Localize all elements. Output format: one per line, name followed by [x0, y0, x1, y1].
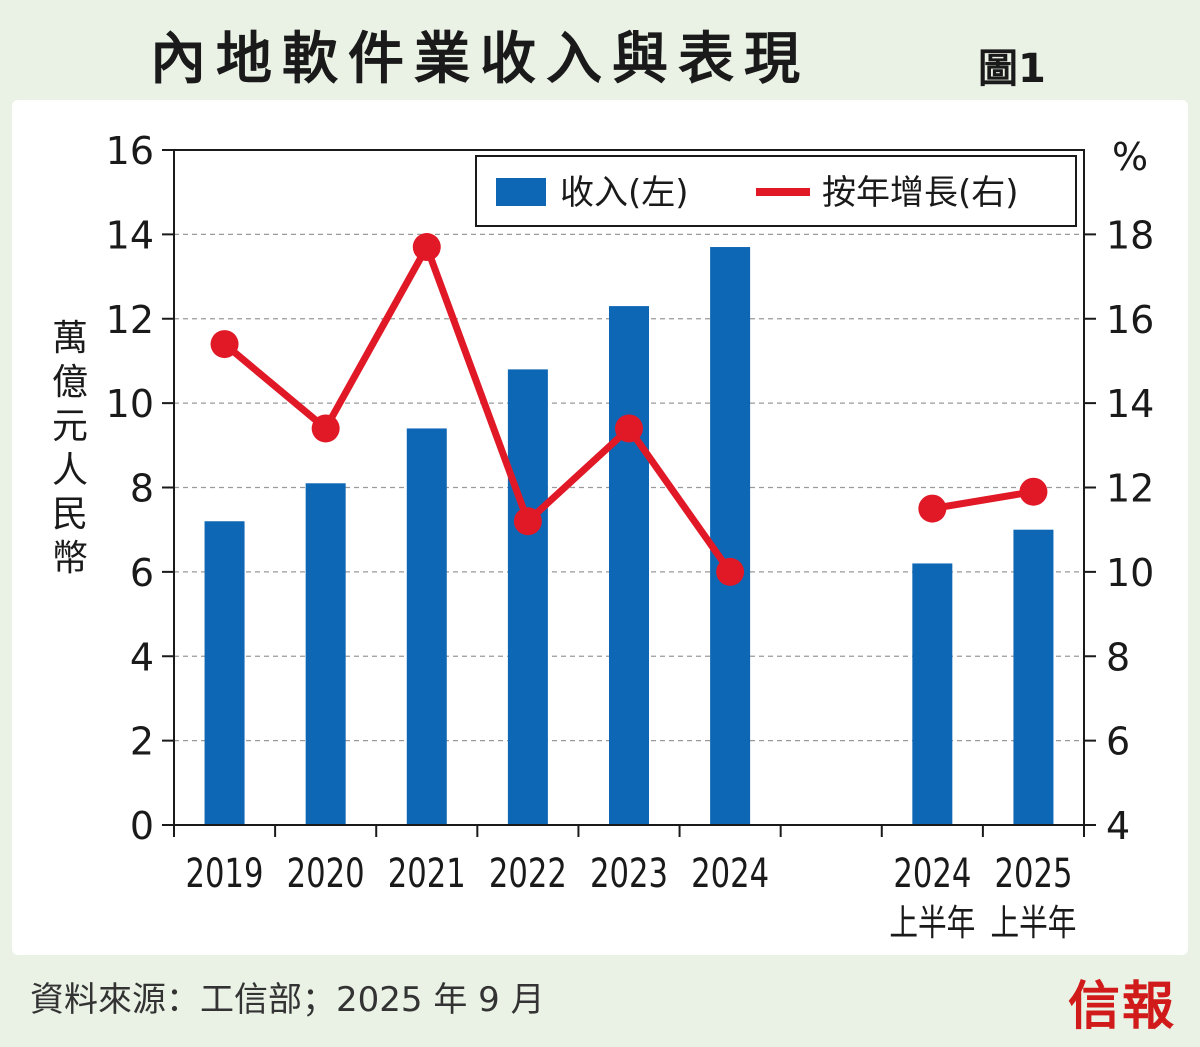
source-note: 資料來源：工信部；2025 年 9 月: [30, 980, 545, 1020]
y-tick-label: 0: [130, 804, 154, 848]
y-tick-label: 8: [130, 467, 154, 511]
growth-point: [1019, 477, 1048, 506]
x-tick-label: 2021: [388, 851, 466, 897]
y2-tick-label: 10: [1106, 551, 1154, 595]
revenue-bar: [305, 483, 346, 825]
legend-line-label: 按年增長(右): [822, 173, 1019, 213]
x-tick-label: 2024: [893, 851, 971, 897]
y2-axis-label: %: [1112, 135, 1148, 179]
figure-label: 圖1: [978, 46, 1046, 92]
y2-tick-label: 8: [1106, 635, 1130, 679]
y2-tick-label: 14: [1106, 382, 1154, 426]
x-tick-label: 2024: [691, 851, 769, 897]
brand-logo: 信報: [1067, 976, 1176, 1037]
x-tick-label: 2025: [994, 851, 1072, 897]
revenue-bar: [406, 428, 447, 825]
y2-tick-label: 4: [1106, 804, 1130, 848]
growth-point: [716, 557, 745, 586]
y-axis-label: 萬億元人民幣: [52, 318, 88, 579]
growth-point: [412, 233, 441, 262]
revenue-bar: [912, 563, 953, 825]
revenue-bar: [609, 306, 649, 825]
growth-point: [918, 494, 947, 523]
growth-point: [210, 330, 239, 359]
y2-tick-label: 6: [1106, 720, 1130, 764]
growth-point: [311, 414, 340, 443]
revenue-bar: [507, 369, 548, 825]
legend: 收入(左) 按年增長(右): [475, 155, 1077, 227]
growth-line: [210, 233, 1048, 586]
y-tick-label: 16: [106, 129, 154, 173]
legend-bar-label: 收入(左): [560, 173, 689, 213]
y2-tick-label: 12: [1106, 467, 1154, 511]
y-tick-label: 6: [130, 551, 154, 595]
y2-tick-label: 18: [1106, 213, 1154, 257]
y-tick-label: 12: [106, 298, 154, 342]
growth-line-segment: [222, 243, 733, 574]
x-tick-label: 2023: [590, 851, 668, 897]
legend-bar-swatch: [496, 178, 546, 206]
y2-tick-label: 16: [1106, 298, 1154, 342]
x-tick-sublabel: 上半年: [889, 903, 975, 944]
growth-point: [615, 414, 643, 443]
title-row: 內地軟件業收入與表現 圖1: [0, 0, 1200, 95]
chart-title: 內地軟件業收入與表現: [150, 27, 810, 92]
chart-svg: 0 2 4 6 8 10 12 14 16 4 6 8 10 12 14 16 18 2019 2020 2021 20…: [52, 129, 1155, 944]
y-tick-label: 10: [106, 382, 154, 426]
x-tick-label: 2022: [489, 851, 567, 897]
axes: 0 2 4 6 8 10 12 14 16 4 6 8 10 12 14 16 18 2019 2020 2021 20…: [106, 129, 1155, 944]
chart-panel: 0 2 4 6 8 10 12 14 16 4 6 8 10 12 14 16 18 2019 2020 2021 20…: [12, 100, 1188, 955]
growth-point: [513, 507, 542, 536]
growth-line-segment: [931, 488, 1035, 513]
revenue-bar: [1013, 529, 1054, 825]
bars: [204, 247, 1054, 825]
y-tick-label: 2: [130, 720, 154, 764]
x-tick-label: 2019: [186, 851, 264, 897]
x-tick-label: 2020: [287, 851, 365, 897]
revenue-bar: [204, 521, 245, 825]
revenue-bar: [710, 247, 751, 825]
x-tick-sublabel: 上半年: [990, 903, 1076, 944]
y-tick-label: 14: [106, 213, 154, 257]
y-tick-label: 4: [130, 635, 154, 679]
